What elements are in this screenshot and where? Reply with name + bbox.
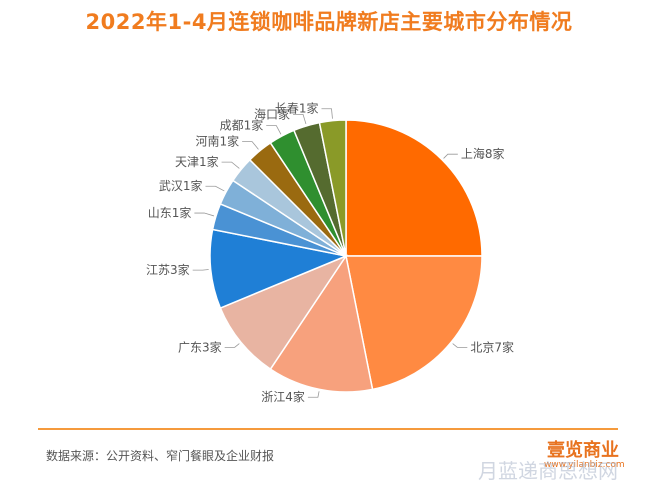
pie-slice-4 (209, 228, 349, 310)
slice-label-5: 山东1家 (148, 205, 192, 220)
source-note: 数据来源：公开资料、窄门餐眼及企业财报 (46, 449, 275, 463)
slice-label-6: 武汉1家 (159, 178, 203, 193)
leader-line-7 (221, 161, 240, 169)
slice-label-2: 浙江4家 (261, 389, 305, 404)
slice-label-9: 成都1家 (220, 117, 264, 132)
leader-line-5 (194, 212, 215, 217)
brand-logo: 壹览商业 (547, 440, 619, 461)
slice-label-8: 河南1家 (195, 134, 239, 149)
slice-label-0: 上海8家 (461, 146, 505, 161)
leader-line-9 (266, 125, 282, 135)
leader-line-3 (224, 343, 240, 348)
slice-label-7: 天津1家 (175, 154, 219, 169)
chart-title: 2022年1-4月连锁咖啡品牌新店主要城市分布情况 (85, 10, 573, 34)
slice-label-1: 北京7家 (470, 339, 514, 354)
leader-line-6 (205, 185, 225, 192)
leader-line-0 (443, 153, 458, 159)
slice-label-10: 海口家 (254, 106, 290, 121)
pie-slice-1 (345, 255, 483, 391)
slice-label-3: 广东3家 (178, 339, 222, 354)
pie-slice-11 (318, 119, 347, 257)
leader-line-2 (307, 391, 320, 398)
slice-label-4: 江苏3家 (146, 262, 190, 277)
leader-lines (192, 108, 468, 398)
watermark: 月蓝递商思想网 (478, 459, 618, 483)
slice-label-11: 长春1家 (275, 101, 319, 116)
leader-line-11 (321, 108, 333, 119)
leader-line-10 (293, 113, 307, 125)
footer-divider (38, 428, 618, 430)
pie-slice-0 (345, 119, 483, 257)
leader-line-1 (452, 343, 468, 348)
brand-url: www.yilanbiz.com (544, 460, 625, 470)
pie-slice-2 (269, 254, 374, 393)
leader-line-8 (242, 141, 259, 150)
leader-line-4 (192, 269, 209, 271)
pie-slices (209, 119, 483, 393)
pie-slice-3 (219, 254, 348, 371)
